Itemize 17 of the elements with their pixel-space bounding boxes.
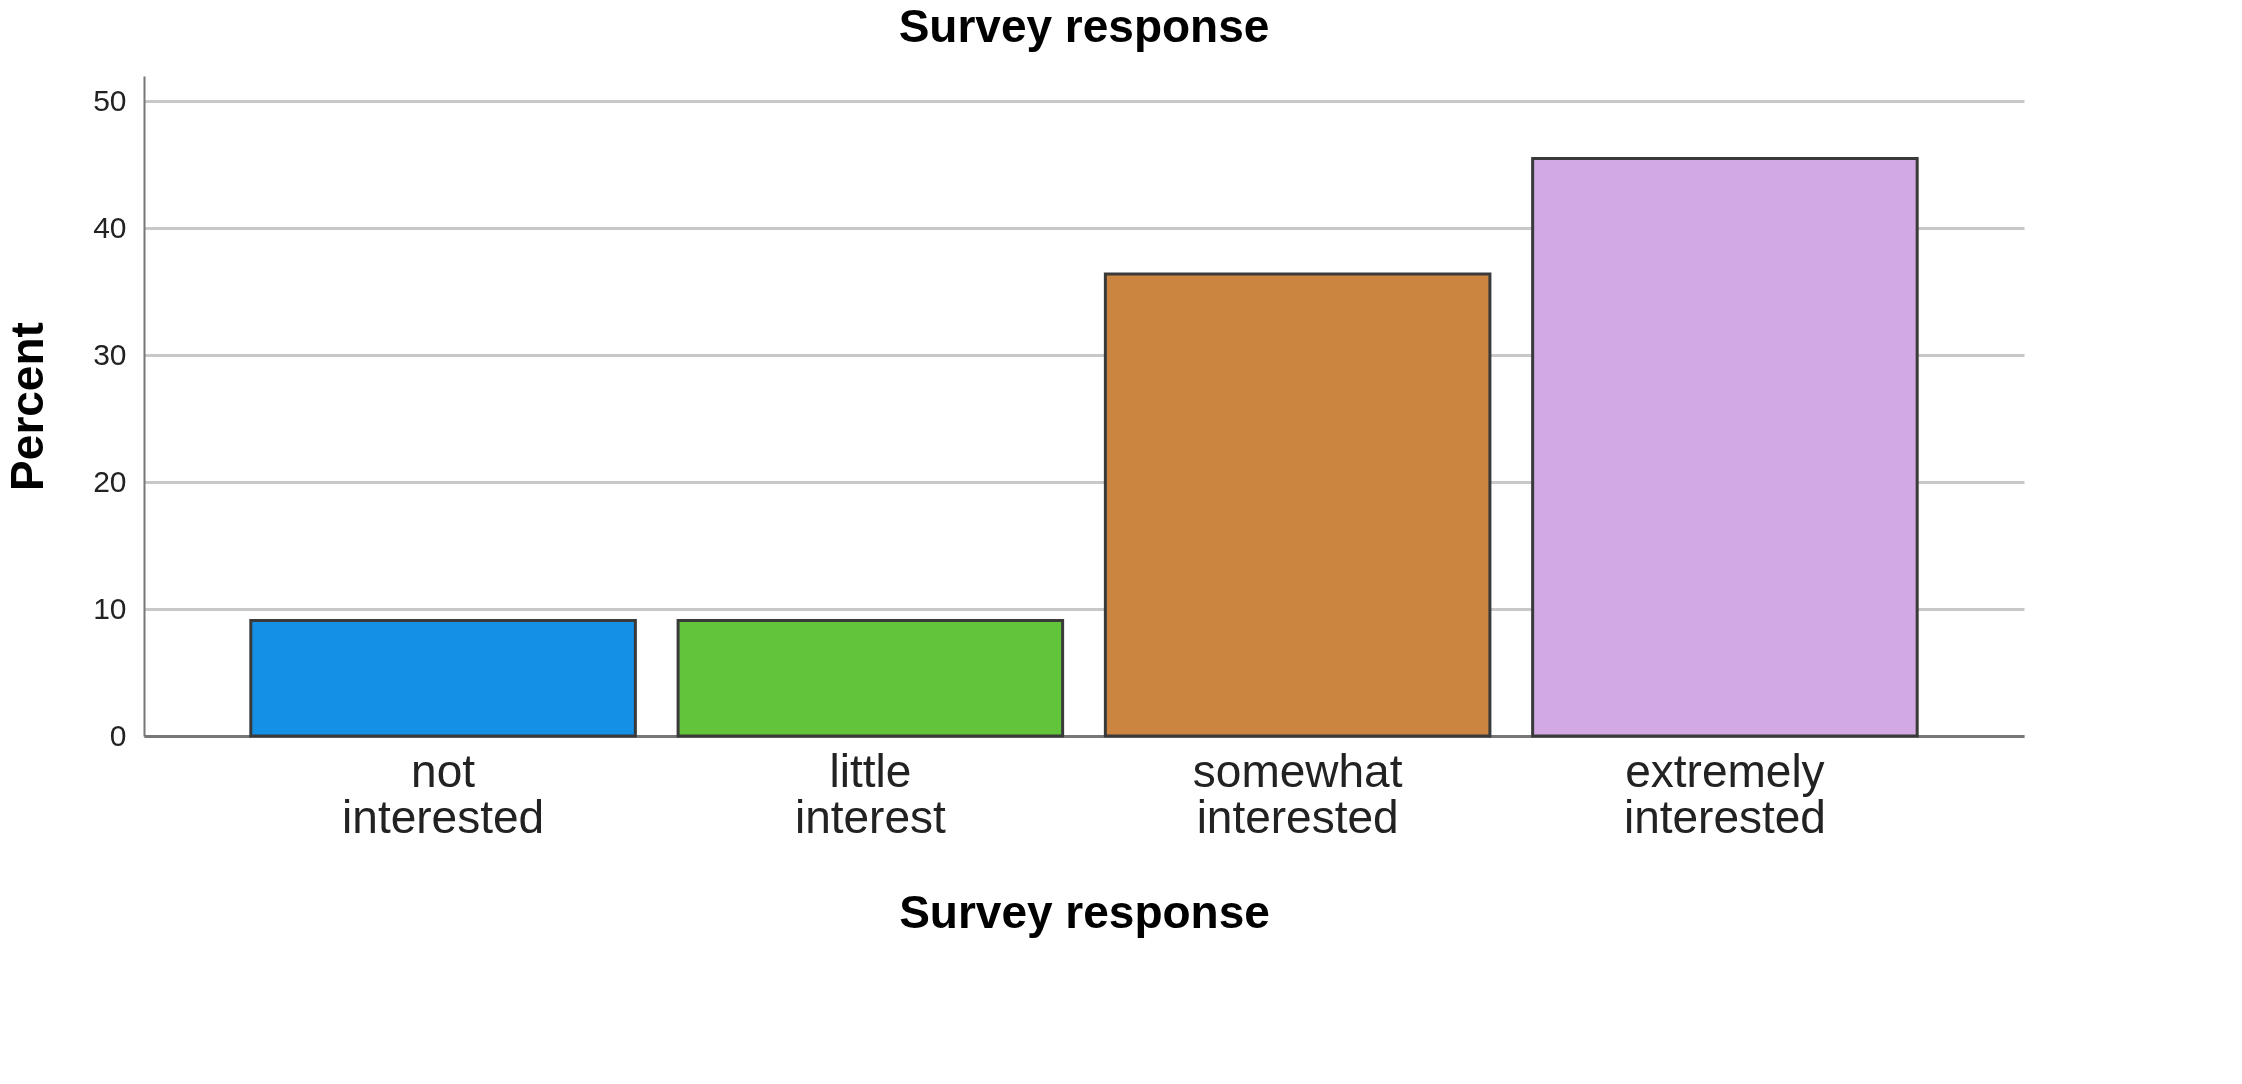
y-tick-label: 50 [93, 83, 127, 117]
bar [676, 619, 1065, 738]
bar [1103, 272, 1492, 738]
x-axis-title: Survey response [899, 885, 1270, 938]
y-tick-label: 10 [93, 591, 127, 625]
x-tick-label: extremely interested [1623, 744, 1826, 843]
y-tick-label: 40 [93, 210, 127, 244]
x-tick-label: somewhat interested [1192, 744, 1403, 843]
y-tick-label: 20 [93, 464, 127, 498]
y-axis-title: Percent [1, 322, 54, 491]
x-tick-label: not interested [342, 744, 545, 843]
x-tick-label: little interest [794, 744, 946, 843]
bar [249, 619, 637, 738]
y-tick-label: 30 [93, 337, 127, 371]
y-tick-label: 0 [109, 718, 127, 752]
chart-title: Survey response [898, 0, 1270, 52]
bar [1531, 157, 1919, 738]
